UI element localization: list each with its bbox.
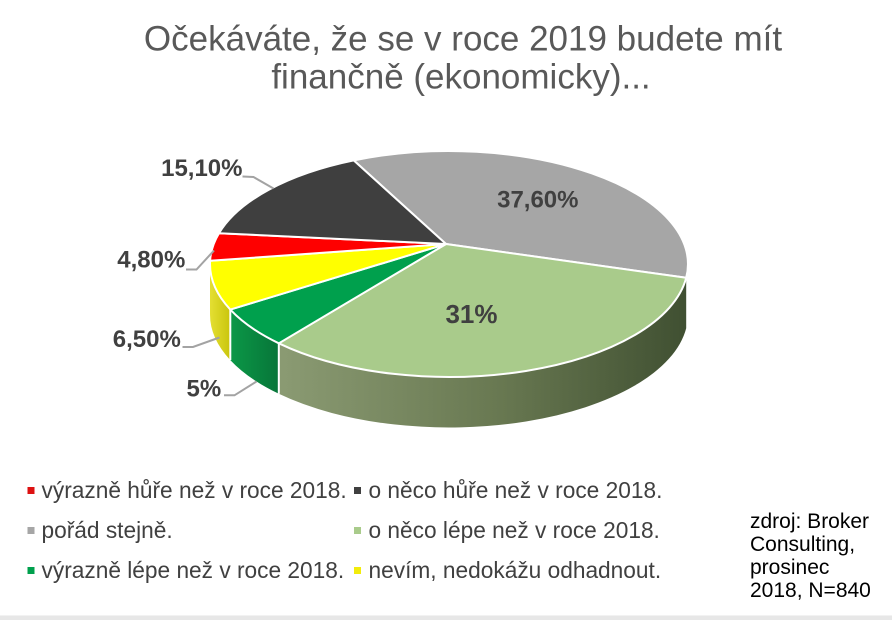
svg-text:Consulting,: Consulting, <box>750 533 855 556</box>
svg-text:37,60%: 37,60% <box>497 187 578 214</box>
svg-text:o něco lépe než v roce 2018.: o něco lépe než v roce 2018. <box>369 517 660 543</box>
svg-text:nevím, nedokážu odhadnout.: nevím, nedokážu odhadnout. <box>369 557 662 583</box>
svg-text:pořád stejně.: pořád stejně. <box>42 517 173 543</box>
svg-text:15,10%: 15,10% <box>161 155 242 182</box>
svg-text:2018, N=840: 2018, N=840 <box>750 579 871 602</box>
svg-text:31%: 31% <box>445 299 497 329</box>
svg-text:4,80%: 4,80% <box>117 247 185 274</box>
svg-text:finančně (ekonomicky)...: finančně (ekonomicky)... <box>271 58 650 97</box>
svg-text:výrazně lépe než v roce 2018.: výrazně lépe než v roce 2018. <box>42 557 345 583</box>
svg-text:Očekáváte, že se v roce 2019 b: Očekáváte, že se v roce 2019 budete mít <box>144 20 782 59</box>
svg-text:prosinec: prosinec <box>750 556 829 579</box>
svg-text:o něco hůře než v roce 2018.: o něco hůře než v roce 2018. <box>369 477 663 503</box>
svg-text:zdroj: Broker: zdroj: Broker <box>750 510 869 533</box>
svg-text:výrazně hůře než v roce 2018.: výrazně hůře než v roce 2018. <box>42 477 347 503</box>
svg-text:5%: 5% <box>187 376 222 403</box>
svg-text:6,50%: 6,50% <box>113 326 181 353</box>
